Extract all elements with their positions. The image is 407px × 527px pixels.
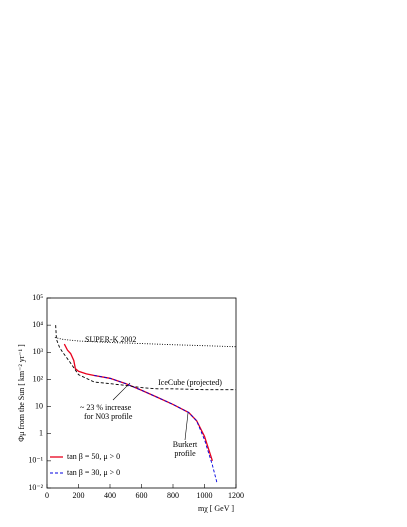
annotation: for N03 profile — [84, 412, 133, 421]
curve-label: IceCube (projected) — [158, 378, 222, 387]
y-tick-label: 1 — [39, 429, 43, 438]
x-tick-label: 1200 — [228, 491, 244, 500]
legend-label: tan β = 30, μ > 0 — [67, 468, 120, 477]
x-tick-label: 200 — [73, 491, 85, 500]
curve-label: SUPER-K 2002 — [85, 335, 136, 344]
y-axis-label: Φμ from the Sun [ km⁻² yr⁻¹ ] — [17, 344, 26, 442]
y-tick-label: 10⁴ — [32, 320, 43, 329]
y-tick-label: 10⁻¹ — [28, 456, 43, 465]
y-tick-label: 10³ — [33, 347, 44, 356]
x-axis-label: mχ [ GeV ] — [198, 504, 234, 513]
legend-label: tan β = 50, μ > 0 — [67, 452, 120, 461]
x-tick-label: 400 — [104, 491, 116, 500]
x-tick-label: 800 — [167, 491, 179, 500]
y-tick-label: 10⁻² — [28, 483, 43, 492]
annotation: Burkert — [173, 440, 198, 449]
series-line — [94, 375, 218, 484]
x-tick-label: 0 — [45, 491, 49, 500]
series-line — [54, 337, 237, 348]
y-tick-label: 10 — [35, 401, 43, 410]
annotation: profile — [174, 449, 196, 458]
y-tick-label: 10⁵ — [32, 293, 43, 302]
y-tick-label: 10² — [33, 374, 44, 383]
x-tick-label: 1000 — [197, 491, 213, 500]
pointer — [184, 412, 189, 441]
series-line — [55, 325, 236, 391]
annotation: ~ 23 % increase — [80, 403, 132, 412]
x-tick-label: 600 — [136, 491, 148, 500]
